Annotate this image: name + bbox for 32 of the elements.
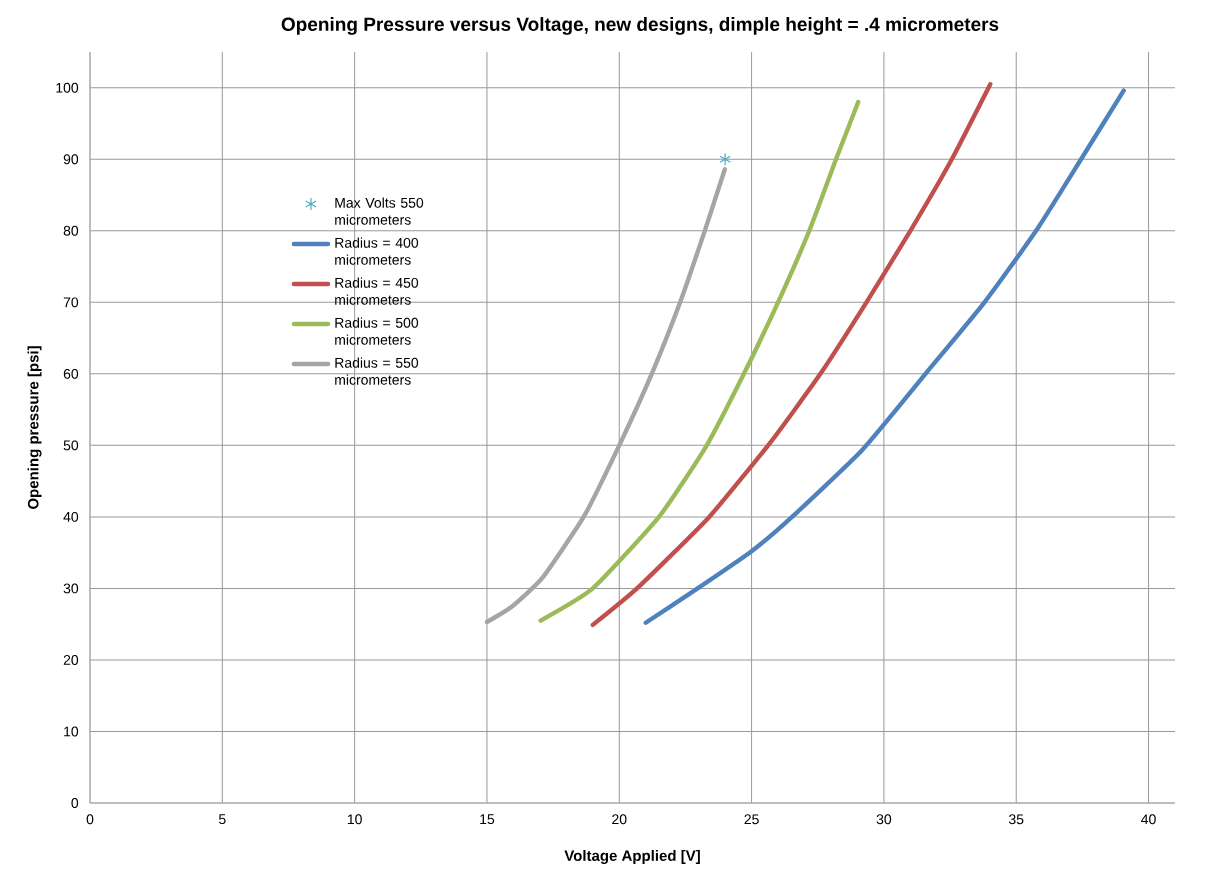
x-tick-label: 30 (876, 814, 892, 825)
legend-label: Radius = 450 micrometers (335, 277, 419, 305)
x-tick-label: 20 (612, 814, 627, 825)
x-axis-title: Voltage Applied [V] (564, 849, 700, 864)
y-tick-label: 90 (63, 154, 79, 165)
x-tick-label: 5 (218, 814, 226, 825)
y-tick-label: 30 (63, 583, 79, 594)
y-tick-label: 40 (63, 511, 79, 522)
x-tick-label: 40 (1141, 814, 1156, 825)
line-series (643, 88, 1126, 625)
y-tick-label: 80 (63, 225, 79, 236)
x-tick-label: 10 (347, 814, 362, 825)
line-series (484, 167, 728, 625)
line-series (538, 99, 861, 623)
legend-label: Radius = 400 micrometers (335, 237, 419, 265)
x-tick-label: 15 (480, 814, 495, 825)
x-tick-label: 0 (86, 814, 94, 825)
y-tick-label: 50 (63, 440, 79, 451)
y-tick-label: 100 (56, 82, 79, 93)
legend-label: Radius = 550 micrometers (335, 357, 419, 385)
legend-label: Radius = 500 micrometers (335, 317, 419, 345)
y-tick-label: 70 (63, 297, 79, 308)
legend-label: Max Volts 550 micrometers (335, 197, 424, 225)
line-series (590, 81, 993, 628)
y-tick-label: 10 (64, 726, 79, 737)
chart-title: Opening Pressure versus Voltage, new designs, dimple height = .4 micrometers (281, 17, 999, 35)
y-tick-label: 60 (63, 368, 79, 379)
x-tick-label: 35 (1008, 814, 1024, 825)
x-tick-label: 25 (744, 814, 759, 825)
y-tick-label: 20 (63, 655, 79, 665)
y-tick-label: 0 (71, 798, 79, 808)
y-axis-title: Opening pressure [psi] (27, 346, 42, 509)
